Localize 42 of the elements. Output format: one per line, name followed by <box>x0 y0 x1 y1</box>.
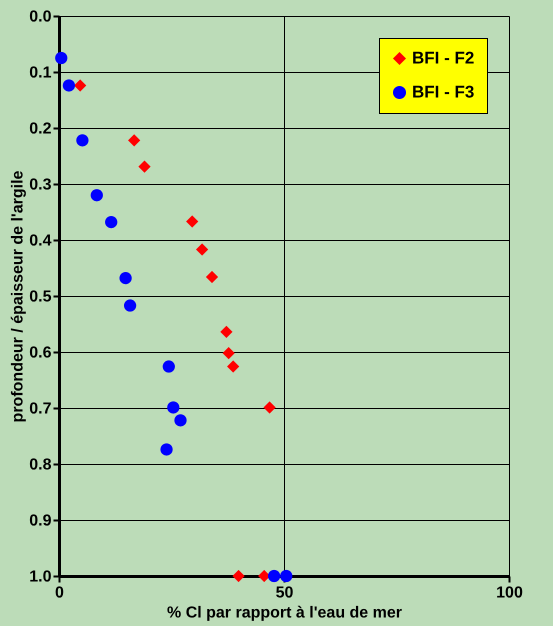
point <box>138 160 151 173</box>
y-tick-label: 0.1 <box>29 64 52 82</box>
point <box>76 134 89 146</box>
point <box>174 414 187 426</box>
point <box>196 243 208 256</box>
point <box>160 443 173 456</box>
y-tick-label: 0.2 <box>29 120 52 138</box>
y-tick-label: 0.3 <box>29 176 52 194</box>
x-axis-title: % Cl par rapport à l'eau de mer <box>167 604 402 622</box>
point <box>222 346 235 360</box>
legend-label: BFI - F3 <box>412 82 474 102</box>
y-tick-label: 1.0 <box>29 568 52 586</box>
legend-label: BFI - F2 <box>412 48 474 68</box>
point <box>263 401 276 414</box>
point <box>162 360 175 373</box>
point <box>186 215 198 228</box>
point <box>124 299 136 312</box>
point <box>62 79 76 92</box>
point <box>232 570 245 582</box>
point <box>105 216 118 228</box>
y-tick-label: 0.0 <box>29 8 52 26</box>
point <box>167 401 180 414</box>
y-tick-label: 0.4 <box>29 232 52 250</box>
point <box>90 189 103 202</box>
x-tick-label: 50 <box>276 584 294 602</box>
y-axis-title: profondeur / épaisseur de l'argile <box>9 170 26 422</box>
point <box>220 326 233 338</box>
point <box>119 272 132 284</box>
point <box>128 134 140 146</box>
point <box>227 360 240 373</box>
point <box>268 570 280 582</box>
y-tick-label: 0.5 <box>29 288 52 306</box>
point <box>206 270 218 284</box>
x-tick-label: 100 <box>496 584 523 602</box>
point <box>55 52 68 64</box>
point <box>280 570 292 582</box>
y-tick-label: 0.6 <box>29 344 52 362</box>
point <box>74 79 86 92</box>
y-tick-label: 0.7 <box>29 400 52 418</box>
y-tick-label: 0.8 <box>29 456 52 474</box>
x-tick-label: 0 <box>55 584 64 602</box>
y-tick-label: 0.9 <box>29 512 52 530</box>
